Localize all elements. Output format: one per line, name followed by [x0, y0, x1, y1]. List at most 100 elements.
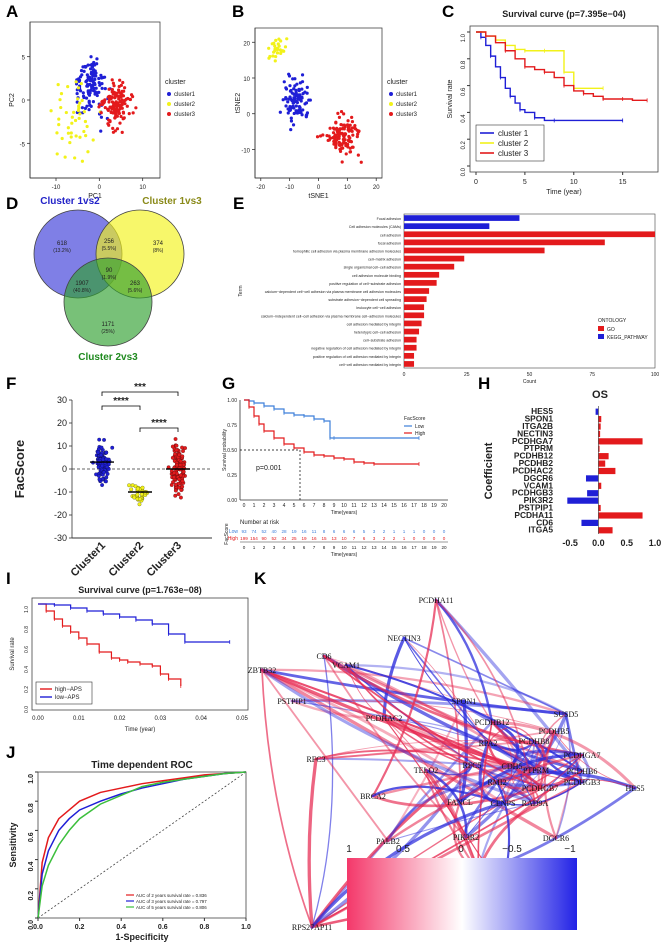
- point-cluster3: [337, 128, 342, 132]
- f-point-Cluster3: [179, 495, 183, 500]
- k-edge: [261, 669, 389, 842]
- point-cluster1: [78, 75, 83, 79]
- point-cluster3: [355, 135, 359, 139]
- g-risk-tick-label: 0: [243, 545, 246, 550]
- point-cluster3: [127, 112, 131, 116]
- f-point-Cluster3: [174, 448, 179, 453]
- point-cluster1: [305, 85, 309, 90]
- point-cluster1: [297, 89, 301, 93]
- point-cluster1: [94, 86, 98, 90]
- g-risk-row-name: High: [228, 536, 239, 542]
- e-legend-label: GO: [607, 327, 615, 333]
- panel-label-g: G: [222, 374, 235, 393]
- g-x-tick-label: 6: [303, 503, 306, 509]
- e-legend-label: KEGG_PATHWAY: [607, 335, 648, 341]
- h-gene-label: ITGA5: [528, 525, 553, 535]
- g-x-tick-label: 2: [263, 503, 266, 509]
- g-risk-value: 0: [443, 529, 446, 534]
- g-legend-label: Low: [415, 424, 425, 430]
- g-risk-value: 2: [393, 536, 396, 541]
- k-edge: [490, 720, 637, 790]
- b-x-tick-label: 20: [373, 185, 380, 191]
- h-gene-label: PCDHGA7: [512, 436, 553, 446]
- f-point-Cluster3: [170, 444, 175, 449]
- i-y-tick-label: 1.0: [24, 606, 30, 613]
- point-cluster3: [346, 119, 350, 123]
- point-cluster3: [107, 118, 111, 122]
- a-legend-title: cluster: [165, 79, 186, 86]
- k-edge: [487, 726, 535, 744]
- f-y-tick-label: 30: [57, 395, 67, 405]
- k-edge: [307, 757, 318, 929]
- point-cluster3: [118, 78, 122, 82]
- g-risk-value: 1: [393, 529, 396, 534]
- e-bar: [404, 320, 422, 327]
- point-cluster3: [350, 129, 354, 133]
- e-term-label: calcium−dependent cell−cell adhesion via…: [265, 290, 401, 294]
- venn-set-label: Cluster 1vs3: [142, 196, 202, 207]
- point-cluster2: [273, 44, 277, 48]
- point-cluster2: [56, 83, 60, 87]
- j-y-tick-label: 0.2: [28, 891, 35, 901]
- point-cluster3: [355, 128, 359, 132]
- g-risk-value: 6: [333, 529, 336, 534]
- h-gene-label: PCDHAC2: [513, 465, 554, 475]
- e-bar: [404, 263, 455, 270]
- k-color-scale: [347, 858, 577, 930]
- k-node-PCDHB8: PCDHB8: [519, 737, 550, 746]
- point-cluster1: [293, 77, 297, 81]
- g-risk-value: 2: [383, 536, 386, 541]
- g-risk-value: 0: [413, 536, 416, 541]
- point-cluster3: [119, 83, 123, 87]
- venn-set-label: Cluster 2vs3: [78, 352, 138, 363]
- g-x-tick-label: 1: [253, 503, 256, 509]
- point-cluster3: [332, 142, 337, 146]
- point-cluster3: [128, 97, 132, 101]
- f-sig-label: ***: [134, 382, 146, 393]
- i-legend-label: high−APS: [55, 687, 82, 693]
- c-y-tick-label: 0.0: [461, 167, 467, 176]
- k-edge: [555, 754, 583, 839]
- point-cluster3: [359, 160, 363, 164]
- point-cluster1: [287, 74, 292, 78]
- k-edge: [543, 729, 558, 840]
- point-cluster2: [73, 118, 78, 123]
- point-cluster1: [94, 71, 98, 75]
- point-cluster3: [347, 134, 351, 139]
- e-term-label: negative regulation of cell adhesion med…: [311, 347, 401, 351]
- f-point-Cluster3: [180, 479, 185, 484]
- point-cluster1: [292, 87, 296, 91]
- k-edge: [382, 636, 406, 720]
- point-cluster3: [112, 84, 116, 88]
- i-x-tick-label: 0.05: [236, 716, 248, 722]
- k-node-PTPRM: PTPRM: [523, 766, 549, 775]
- venn-region-count: 263: [130, 281, 141, 287]
- i-y-tick-label: 0.8: [24, 626, 30, 633]
- f-point-Cluster3: [174, 463, 179, 468]
- point-cluster3: [356, 153, 360, 157]
- point-cluster1: [300, 87, 304, 91]
- b-xlabel: tSNE1: [308, 193, 328, 200]
- point-cluster1: [288, 108, 292, 112]
- point-cluster3: [119, 99, 123, 103]
- h-x-tick-label: 0.0: [592, 538, 605, 548]
- k-edge: [387, 802, 536, 842]
- f-point-Cluster3: [177, 477, 182, 482]
- g-risk-value: 11: [312, 529, 317, 534]
- f-y-tick-label: -30: [54, 533, 67, 543]
- a-x-tick-label: -10: [52, 185, 61, 191]
- f-point-Cluster3: [171, 480, 175, 485]
- point-cluster1: [300, 113, 304, 117]
- k-node-FANCL: FANCL: [447, 798, 473, 807]
- b-ylabel: tSNE2: [235, 93, 242, 113]
- k-node-VCAM1: VCAM1: [332, 661, 360, 670]
- point-cluster3: [336, 111, 340, 115]
- g-risk-tick-label: 4: [283, 545, 286, 550]
- k-edge: [383, 717, 479, 873]
- point-cluster1: [83, 106, 88, 110]
- f-y-tick-label: -20: [54, 510, 67, 520]
- g-risk-tick-label: 20: [441, 545, 447, 550]
- k-node-CD6: CD6: [316, 652, 331, 661]
- b-legend-label: cluster2: [396, 102, 418, 108]
- point-cluster1: [286, 100, 290, 104]
